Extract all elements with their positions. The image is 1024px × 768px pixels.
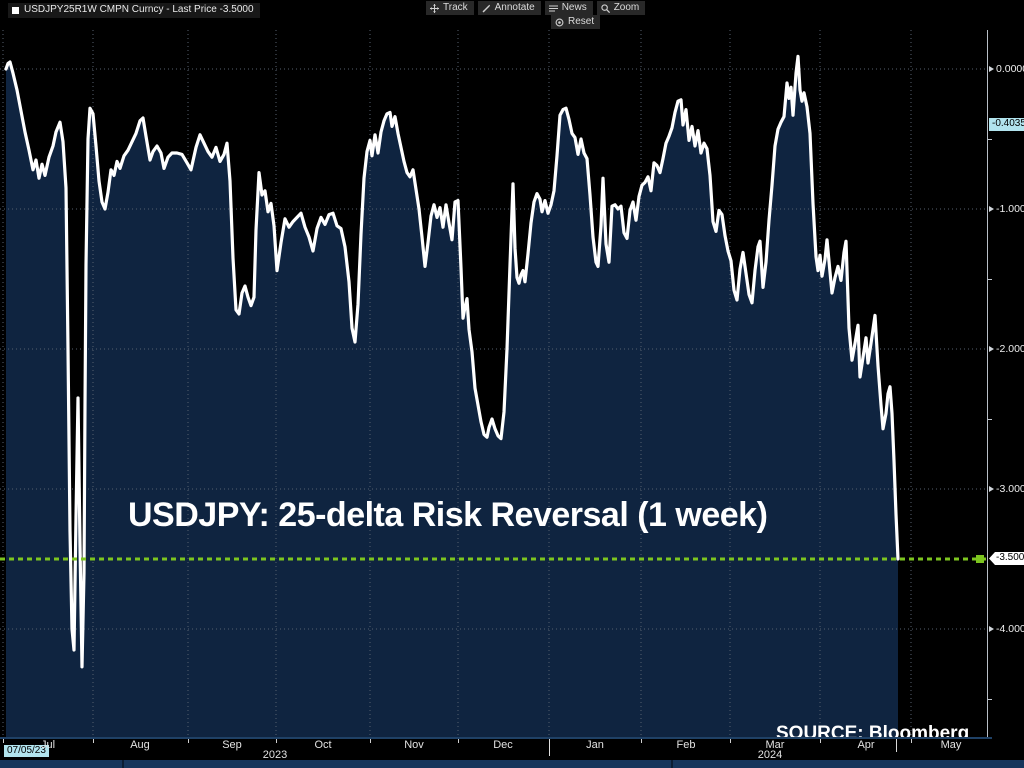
axis-arrow-icon (989, 346, 994, 352)
annotate-button[interactable]: Annotate (477, 1, 541, 15)
last-price-tag: -3.5000 (989, 552, 1024, 565)
track-crosshair-icon (430, 3, 439, 13)
x-axis-tick (458, 739, 459, 743)
x-axis-tick (641, 739, 642, 743)
axis-arrow-icon (989, 626, 994, 632)
x-axis-month-label: Dec (493, 739, 513, 751)
x-axis-month-label: Jan (586, 739, 604, 751)
security-label-text: USDJPY25R1W CMPN Curncy - Last Price -3.… (24, 4, 254, 15)
x-axis-month-label: Aug (130, 739, 150, 751)
zoom-magnifier-icon (601, 3, 610, 13)
x-axis[interactable]: 07/05/23 Jul Aug Sep Oct Nov Dec Jan Feb Mar Apr M… (0, 737, 992, 762)
reference-line-marker (976, 555, 984, 563)
tracked-value-tag: -0.4035 (989, 118, 1024, 132)
x-axis-year-label: 2023 (262, 749, 288, 761)
x-axis-tick (730, 739, 731, 743)
y-axis-minor-tick (988, 419, 992, 420)
x-axis-year-divider (549, 739, 550, 756)
y-axis-minor-tick (988, 699, 992, 700)
news-button-label: News (561, 2, 587, 13)
x-axis-month-label: Feb (676, 739, 696, 751)
zoom-button-label: Zoom (613, 2, 640, 13)
x-axis-tick (93, 739, 94, 743)
x-axis-tick (911, 739, 912, 743)
chart-title: USDJPY: 25-delta Risk Reversal (1 week) (128, 496, 768, 534)
chart-toolbar: Track Annotate News Zoom (426, 1, 646, 15)
x-axis-month-label: Mar (765, 739, 785, 751)
reset-button-label: Reset (568, 16, 595, 27)
status-bar-divider (122, 760, 124, 768)
x-axis-tick (188, 739, 189, 743)
x-axis-month-label: Nov (404, 739, 424, 751)
series-line (4, 54, 900, 669)
track-button-label: Track (443, 2, 468, 13)
x-axis-month-label: Sep (222, 739, 242, 751)
news-button[interactable]: News (544, 1, 593, 15)
x-axis-month-label: Oct (314, 739, 332, 751)
bottom-status-bar (0, 760, 1024, 768)
x-axis-tick (370, 739, 371, 743)
status-bar-divider (671, 760, 673, 768)
security-label[interactable]: USDJPY25R1W CMPN Curncy - Last Price -3.… (8, 3, 260, 18)
y-axis-minor-tick (988, 279, 992, 280)
zoom-button[interactable]: Zoom (596, 1, 646, 15)
x-axis-tick (820, 739, 821, 743)
axis-arrow-icon (989, 66, 994, 72)
news-lines-icon (548, 4, 558, 13)
risk-reversal-line-chart[interactable] (0, 30, 988, 737)
reset-button[interactable]: Reset (551, 15, 601, 29)
axis-arrow-icon (989, 486, 994, 492)
x-axis-tick (276, 739, 277, 743)
x-axis-year-label: 2024 (757, 749, 783, 761)
series-swatch-icon (12, 6, 19, 14)
series-area-fill (6, 56, 898, 737)
track-button[interactable]: Track (426, 1, 474, 15)
start-date-tag: 07/05/23 (4, 745, 49, 757)
x-axis-data-end-tick (896, 739, 897, 752)
x-axis-month-label: Jul (40, 739, 56, 751)
y-axis-minor-tick (988, 139, 992, 140)
plot-area: USDJPY: 25-delta Risk Reversal (1 week) … (0, 30, 988, 744)
x-axis-month-label: Apr (857, 739, 875, 751)
annotate-button-label: Annotate (494, 2, 535, 13)
x-axis-month-label: May (940, 739, 962, 751)
axis-arrow-icon (989, 206, 994, 212)
x-axis-tick (3, 739, 4, 743)
reset-target-icon (555, 18, 564, 27)
annotate-pencil-icon (482, 4, 491, 13)
